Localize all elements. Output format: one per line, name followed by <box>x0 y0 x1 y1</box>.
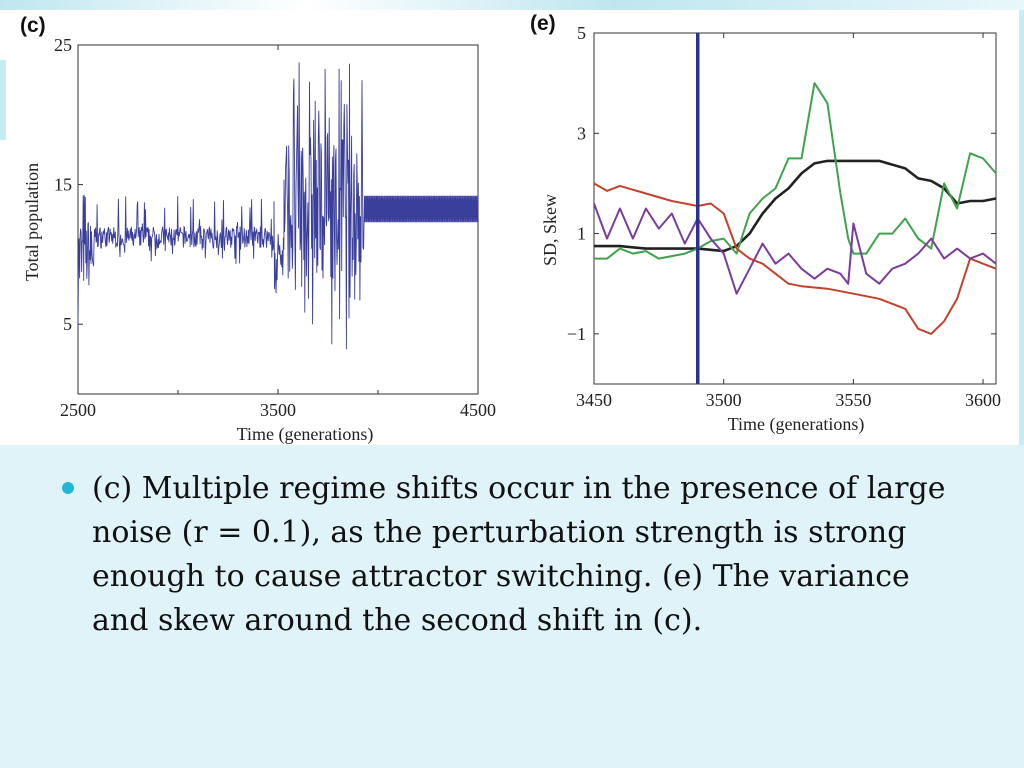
series-line-population <box>77 62 479 350</box>
plot-frame-e <box>593 32 997 385</box>
slide-left-decoration <box>0 60 6 140</box>
x-tick-label-e-0: 3450 <box>576 390 612 410</box>
x-tick-label-c-2: 4500 <box>460 400 496 420</box>
x-axis-label-c: Time (generations) <box>237 424 374 445</box>
y-tick-label-c-0: 5 <box>63 314 72 334</box>
panel-label-e: (e) <box>530 12 556 35</box>
y-tick-label-e-2: 3 <box>577 123 586 143</box>
x-tick-label-e-2: 3550 <box>835 390 871 410</box>
y-axis-label-c: Total population <box>22 163 42 281</box>
y-tick-label-e-0: −1 <box>567 324 586 344</box>
x-tick-label-c-1: 3500 <box>260 400 296 420</box>
bullet-icon <box>62 482 74 494</box>
y-axis-label-e: SD, Skew <box>540 194 560 266</box>
x-tick-label-c-0: 2500 <box>60 400 96 420</box>
x-axis-label-e: Time (generations) <box>728 414 865 435</box>
x-tick-label-e-1: 3500 <box>706 390 742 410</box>
panel-label-c: (c) <box>20 14 46 37</box>
chart-panel-c: (c) 2500 3500 4500 5 15 25 Time (generations)… <box>20 14 496 445</box>
x-tick-label-e-3: 3600 <box>965 390 1001 410</box>
slide-right-decoration <box>1019 10 1024 445</box>
series-line-green <box>594 82 997 260</box>
y-tick-label-c-1: 15 <box>54 175 72 195</box>
series-line-red <box>593 182 997 335</box>
series-line-purple <box>593 203 997 295</box>
y-tick-label-e-3: 5 <box>577 23 586 43</box>
chart-panel-e: (e) 3450 3500 3550 3600 −1 1 3 5 Time (generati… <box>530 12 1001 435</box>
bullet-text: (c) Multiple regime shifts occur in the … <box>92 471 946 638</box>
bullet-item: (c) Multiple regime shifts occur in the … <box>62 467 962 643</box>
y-tick-label-e-1: 1 <box>577 224 586 244</box>
y-tick-label-c-2: 25 <box>54 35 72 55</box>
slide-top-decoration <box>0 0 1024 10</box>
